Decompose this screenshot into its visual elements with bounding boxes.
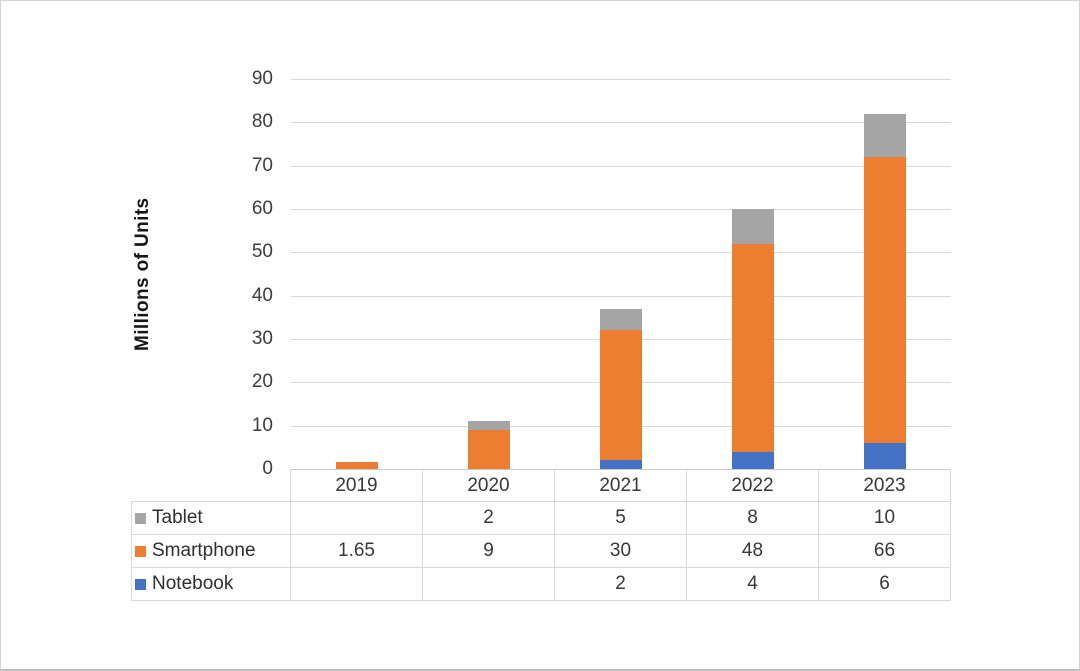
table-value-tablet-2022: 8 <box>687 502 819 535</box>
y-tick-label-30: 30 <box>251 328 273 349</box>
table-value-notebook-2021: 2 <box>555 568 687 601</box>
bar-segment-tablet-2020 <box>468 421 510 430</box>
y-tick-label-10: 10 <box>251 414 273 436</box>
x-axis-label-2020: 2020 <box>423 469 555 502</box>
smartphone-swatch-icon <box>135 545 146 557</box>
y-axis-title: Millions of Units <box>132 197 153 351</box>
table-value-smartphone-2022: 48 <box>687 535 819 568</box>
bar-segment-tablet-2023 <box>864 113 906 157</box>
data-table: 2019 2020 2021 2022 2023 Tablet 2 5 8 10 Smartphon… <box>131 469 951 601</box>
gridline-90 <box>291 79 951 80</box>
y-tick-label-70: 70 <box>251 154 273 176</box>
y-tick-label-20: 20 <box>251 371 273 393</box>
table-value-notebook-2020 <box>423 568 555 601</box>
plot-area <box>291 79 951 469</box>
table-value-tablet-2023: 10 <box>819 502 951 535</box>
table-value-notebook-2022: 4 <box>687 568 819 601</box>
legend-item-notebook: Notebook <box>131 568 291 601</box>
legend-item-smartphone: Smartphone <box>131 535 291 568</box>
bar-segment-smartphone-2020 <box>468 430 510 469</box>
gridline-70 <box>291 165 951 167</box>
bar-segment-smartphone-2022 <box>732 243 774 452</box>
x-axis-label-2019: 2019 <box>291 469 423 502</box>
x-axis-label-2023: 2023 <box>819 469 951 502</box>
tablet-swatch-icon <box>135 512 146 524</box>
table-value-smartphone-2021: 30 <box>555 535 687 568</box>
table-value-tablet-2019 <box>291 502 423 535</box>
legend-label-tablet: Tablet <box>152 507 203 528</box>
table-value-smartphone-2020: 9 <box>423 535 555 568</box>
gridline-40 <box>291 295 951 297</box>
table-value-notebook-2019 <box>291 568 423 601</box>
bar-segment-tablet-2021 <box>600 308 642 331</box>
legend-label-smartphone: Smartphone <box>152 540 256 561</box>
gridline-80 <box>291 122 951 124</box>
bar-segment-notebook-2022 <box>732 451 774 469</box>
table-value-tablet-2021: 5 <box>555 502 687 535</box>
y-tick-label-40: 40 <box>251 284 273 306</box>
bar-segment-notebook-2021 <box>600 460 642 469</box>
bar-segment-tablet-2022 <box>732 209 774 244</box>
gridline-50 <box>291 252 951 254</box>
x-axis-label-2022: 2022 <box>687 469 819 502</box>
legend-label-notebook: Notebook <box>152 573 234 594</box>
legend-item-tablet: Tablet <box>131 502 291 535</box>
table-corner-cell <box>131 469 291 502</box>
y-tick-label-50: 50 <box>251 241 273 263</box>
y-tick-label-90: 90 <box>251 68 273 89</box>
bar-segment-notebook-2023 <box>864 443 906 469</box>
notebook-swatch-icon <box>135 578 146 590</box>
y-tick-label-80: 80 <box>251 111 273 133</box>
y-tick-label-60: 60 <box>251 198 273 219</box>
bar-segment-smartphone-2023 <box>864 157 906 443</box>
table-value-smartphone-2019: 1.65 <box>291 535 423 568</box>
table-value-smartphone-2023: 66 <box>819 535 951 568</box>
y-tick-label-0: 0 <box>262 458 273 479</box>
table-value-tablet-2020: 2 <box>423 502 555 535</box>
x-axis-label-2021: 2021 <box>555 469 687 502</box>
bar-segment-smartphone-2021 <box>600 330 642 461</box>
gridline-60 <box>291 209 951 210</box>
bar-segment-smartphone-2019 <box>336 461 378 469</box>
table-value-notebook-2023: 6 <box>819 568 951 601</box>
